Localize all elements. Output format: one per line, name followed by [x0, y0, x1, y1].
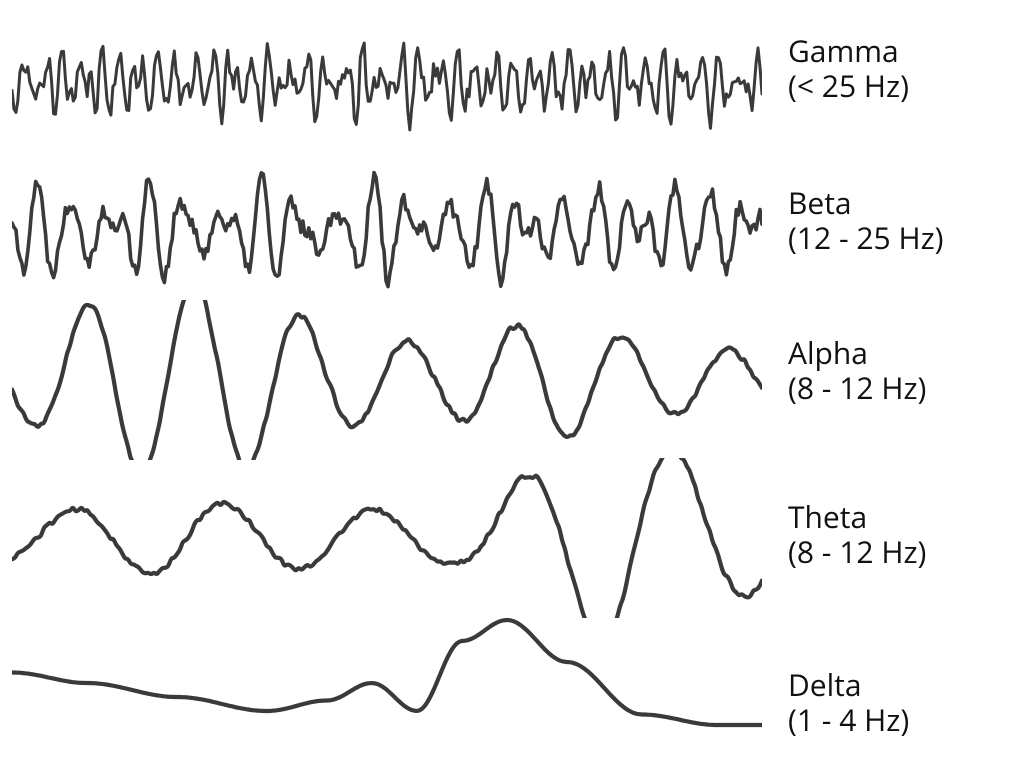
wave-delta-area — [12, 610, 762, 770]
label-theta-name: Theta — [788, 500, 1008, 533]
wave-theta-area — [12, 458, 762, 618]
label-theta-range: (8 - 12 Hz) — [788, 535, 1008, 570]
row-beta: Beta (12 - 25 Hz) — [0, 160, 1024, 300]
label-beta-range: (12 - 25 Hz) — [788, 221, 1008, 256]
label-theta: Theta (8 - 12 Hz) — [788, 500, 1008, 570]
row-gamma: Gamma (< 25 Hz) — [0, 12, 1024, 152]
label-beta: Beta (12 - 25 Hz) — [788, 186, 1008, 256]
label-alpha-name: Alpha — [788, 336, 1008, 369]
label-delta-range: (1 - 4 Hz) — [788, 703, 1008, 738]
wave-beta — [12, 160, 762, 300]
wave-path-beta — [12, 173, 762, 287]
label-gamma-name: Gamma — [788, 34, 1008, 67]
label-gamma-range: (< 25 Hz) — [788, 69, 1008, 104]
label-alpha: Alpha (8 - 12 Hz) — [788, 336, 1008, 406]
eeg-bands-figure: Gamma (< 25 Hz) Beta (12 - 25 Hz) Alpha … — [0, 0, 1024, 774]
label-delta: Delta (1 - 4 Hz) — [788, 668, 1008, 738]
wave-theta — [12, 458, 762, 618]
wave-delta — [12, 610, 762, 770]
label-gamma: Gamma (< 25 Hz) — [788, 34, 1008, 104]
wave-path-gamma — [12, 43, 762, 130]
row-delta: Delta (1 - 4 Hz) — [0, 610, 1024, 770]
wave-path-alpha — [12, 300, 762, 460]
wave-alpha-area — [12, 300, 762, 460]
row-alpha: Alpha (8 - 12 Hz) — [0, 300, 1024, 460]
wave-gamma-area — [12, 12, 762, 152]
wave-path-delta — [12, 620, 762, 725]
label-beta-name: Beta — [788, 186, 1008, 219]
wave-beta-area — [12, 160, 762, 300]
label-delta-name: Delta — [788, 668, 1008, 701]
row-theta: Theta (8 - 12 Hz) — [0, 458, 1024, 618]
wave-gamma — [12, 12, 762, 152]
wave-path-theta — [12, 458, 762, 618]
label-alpha-range: (8 - 12 Hz) — [788, 371, 1008, 406]
wave-alpha — [12, 300, 762, 460]
